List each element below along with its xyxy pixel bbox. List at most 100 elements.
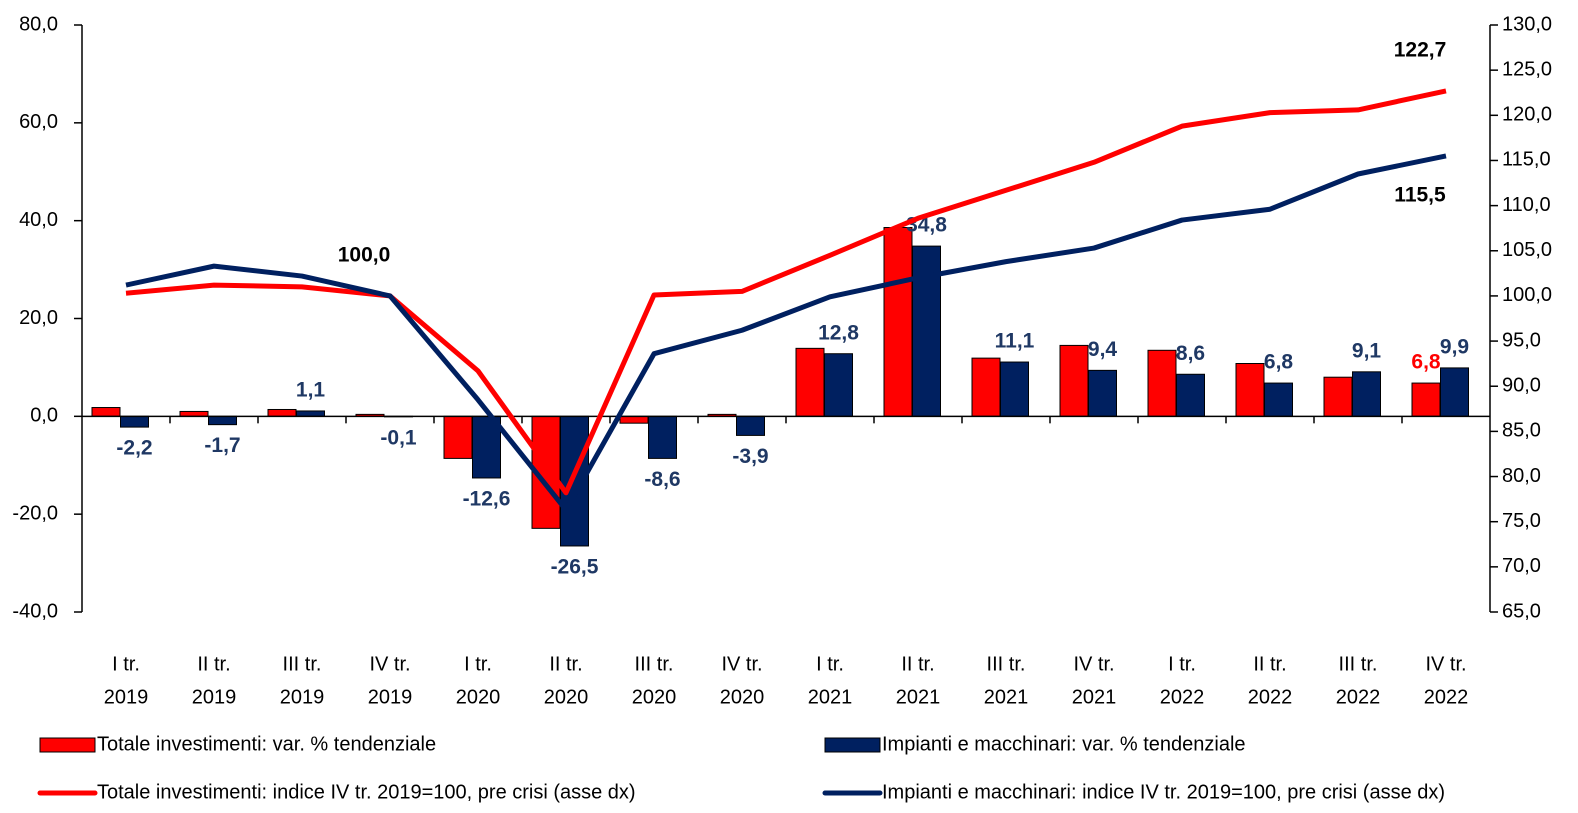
bar-value-label: -0,1 bbox=[380, 426, 417, 449]
x-tick-label: 2022 bbox=[1336, 686, 1381, 708]
bar bbox=[795, 347, 825, 417]
x-tick-label: IV tr. bbox=[721, 653, 762, 675]
y-tick-label: 20,0 bbox=[19, 307, 58, 329]
bar bbox=[1059, 344, 1089, 417]
line-value-label: 100,0 bbox=[338, 243, 391, 266]
x-tick-label: III tr. bbox=[635, 653, 674, 675]
y-tick-label: -20,0 bbox=[12, 502, 58, 524]
x-tick-label: III tr. bbox=[283, 653, 322, 675]
y-tick-label: 40,0 bbox=[19, 209, 58, 231]
bar-value-label: 6,8 bbox=[1411, 351, 1441, 374]
x-tick-label: III tr. bbox=[1339, 653, 1378, 675]
y2-tick-label: 100,0 bbox=[1502, 284, 1552, 306]
x-tick-label: III tr. bbox=[987, 653, 1026, 675]
x-tick-label: 2020 bbox=[456, 686, 501, 708]
bar bbox=[1352, 371, 1381, 417]
bar-value-label: -8,6 bbox=[644, 468, 680, 491]
x-tick-label: I tr. bbox=[464, 653, 492, 675]
x-tick-label: II tr. bbox=[197, 653, 230, 675]
bar bbox=[443, 415, 473, 459]
bar-value-label: 1,1 bbox=[296, 378, 326, 401]
bar-value-label: 9,9 bbox=[1440, 335, 1469, 358]
bar-value-label: 9,1 bbox=[1352, 339, 1382, 362]
bar bbox=[296, 410, 325, 417]
line-value-label: 115,5 bbox=[1394, 183, 1446, 206]
x-tick-label: 2021 bbox=[808, 686, 853, 708]
x-tick-label: 2020 bbox=[720, 686, 765, 708]
y-tick-label: 60,0 bbox=[19, 111, 58, 133]
y2-tick-label: 115,0 bbox=[1502, 149, 1551, 171]
x-tick-label: 2022 bbox=[1248, 686, 1293, 708]
y2-tick-label: 75,0 bbox=[1502, 510, 1541, 532]
x-tick-label: 2019 bbox=[368, 686, 413, 708]
x-tick-label: 2020 bbox=[544, 686, 589, 708]
x-tick-label: 2021 bbox=[1072, 686, 1117, 708]
x-tick-label: 2019 bbox=[192, 686, 237, 708]
y2-tick-label: 95,0 bbox=[1502, 329, 1541, 351]
y2-tick-label: 90,0 bbox=[1502, 375, 1541, 397]
bar-value-label: 6,8 bbox=[1264, 351, 1294, 374]
bar bbox=[91, 407, 121, 417]
bar-value-label: 8,6 bbox=[1176, 342, 1205, 365]
line-value-label: 122,7 bbox=[1394, 38, 1447, 61]
y2-tick-label: 125,0 bbox=[1502, 58, 1552, 80]
y2-tick-label: 70,0 bbox=[1502, 555, 1541, 577]
bar-value-label: 9,4 bbox=[1088, 338, 1118, 361]
bar bbox=[1411, 382, 1441, 417]
x-tick-label: 2021 bbox=[984, 686, 1029, 708]
bar-value-label: -2,2 bbox=[116, 437, 152, 460]
x-tick-label: IV tr. bbox=[1425, 653, 1466, 675]
x-tick-label: 2022 bbox=[1160, 686, 1205, 708]
bar bbox=[1000, 361, 1029, 417]
bar bbox=[824, 353, 853, 417]
bar-value-label: 11,1 bbox=[995, 330, 1035, 353]
y-tick-label: 80,0 bbox=[19, 13, 58, 35]
bar-value-label: -3,9 bbox=[732, 445, 768, 468]
bar bbox=[120, 415, 149, 428]
bar-value-label: 12,8 bbox=[818, 321, 859, 344]
y2-tick-label: 130,0 bbox=[1502, 13, 1552, 35]
x-tick-label: I tr. bbox=[816, 653, 844, 675]
legend-label: Totale investimenti: var. % tendenziale bbox=[97, 733, 436, 755]
x-tick-label: 2019 bbox=[280, 686, 325, 708]
x-tick-label: II tr. bbox=[549, 653, 582, 675]
x-tick-label: I tr. bbox=[112, 653, 140, 675]
legend-swatch bbox=[824, 737, 881, 753]
y2-tick-label: 110,0 bbox=[1502, 194, 1551, 216]
x-tick-label: I tr. bbox=[1168, 653, 1196, 675]
line-series bbox=[125, 153, 1447, 513]
y2-tick-label: 80,0 bbox=[1502, 465, 1541, 487]
bar-value-label: -1,7 bbox=[204, 434, 240, 457]
bar bbox=[1235, 363, 1265, 417]
legend-label: Totale investimenti: indice IV tr. 2019=… bbox=[97, 781, 636, 803]
bar bbox=[208, 415, 237, 426]
x-tick-label: II tr. bbox=[901, 653, 934, 675]
x-tick-label: 2021 bbox=[896, 686, 941, 708]
x-tick-label: 2020 bbox=[632, 686, 677, 708]
y2-tick-label: 85,0 bbox=[1502, 420, 1541, 442]
bar bbox=[971, 357, 1001, 417]
bar bbox=[267, 408, 297, 417]
bar-value-label: -12,6 bbox=[463, 488, 511, 511]
bar bbox=[1176, 373, 1205, 417]
bar bbox=[1323, 376, 1353, 417]
bar bbox=[736, 415, 765, 436]
bar bbox=[1264, 382, 1293, 417]
y2-tick-label: 65,0 bbox=[1502, 600, 1541, 622]
y-tick-label: -40,0 bbox=[12, 600, 58, 622]
bar bbox=[1088, 369, 1117, 417]
bar bbox=[912, 245, 941, 417]
y-tick-label: 0,0 bbox=[30, 405, 58, 427]
bar bbox=[619, 415, 649, 424]
x-tick-label: IV tr. bbox=[369, 653, 410, 675]
x-tick-label: IV tr. bbox=[1073, 653, 1114, 675]
bar bbox=[648, 415, 677, 459]
x-tick-label: II tr. bbox=[1253, 653, 1286, 675]
bar bbox=[883, 227, 913, 417]
legend-label: Impianti e macchinari: indice IV tr. 201… bbox=[882, 781, 1445, 803]
line-series bbox=[125, 88, 1447, 496]
bar bbox=[1440, 367, 1469, 417]
y2-tick-label: 105,0 bbox=[1502, 239, 1552, 261]
legend-swatch bbox=[39, 737, 96, 753]
